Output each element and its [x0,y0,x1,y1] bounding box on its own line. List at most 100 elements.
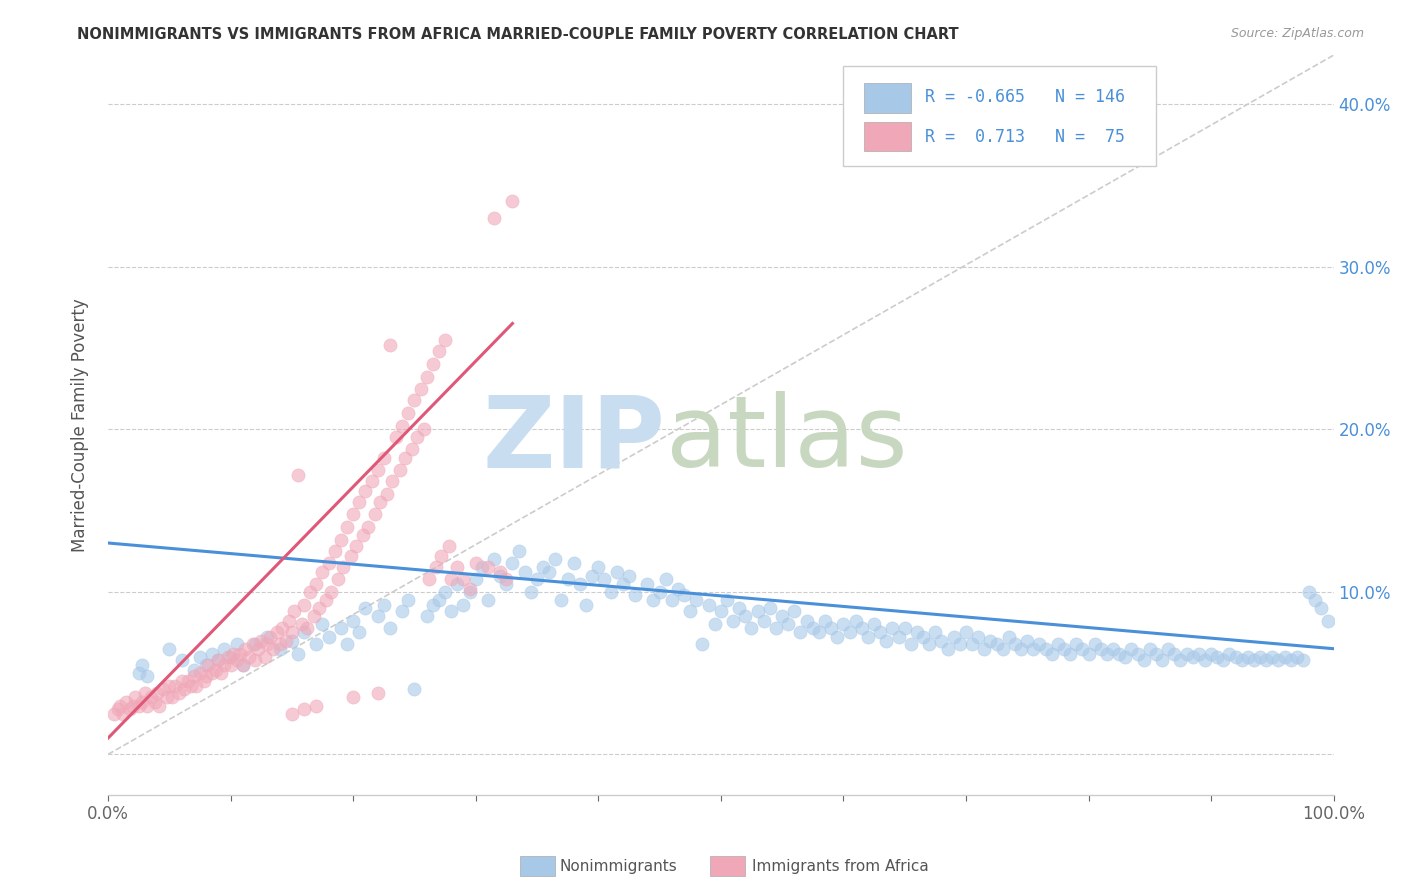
Point [349,625,371,640]
Point [495,572,517,586]
Point [1218,647,1240,661]
Point [464,556,486,570]
Point [217,649,239,664]
Point [188,649,211,664]
Point [146,685,169,699]
Point [434,333,457,347]
Point [250,633,273,648]
Point [1249,649,1271,664]
Point [568,576,591,591]
Point [1053,641,1076,656]
Point [697,598,720,612]
Point [197,657,219,672]
Point [654,572,676,586]
Point [165,679,187,693]
Point [329,621,352,635]
Point [173,682,195,697]
Point [1310,601,1333,615]
Point [405,430,427,444]
Point [747,604,769,618]
Point [111,706,134,721]
Point [401,442,423,456]
Point [661,593,683,607]
Point [716,593,738,607]
Point [243,637,266,651]
Point [415,609,437,624]
Point [404,682,426,697]
Point [617,568,640,582]
Point [329,533,352,547]
Point [336,637,359,651]
Point [1084,637,1107,651]
Point [458,582,481,596]
Point [458,584,481,599]
Point [1199,647,1222,661]
Point [394,451,416,466]
Point [193,674,215,689]
Point [323,544,346,558]
Point [434,584,457,599]
Point [388,463,411,477]
Point [931,633,953,648]
Point [1064,637,1087,651]
Point [344,539,367,553]
Point [262,641,284,656]
Point [160,690,183,705]
Point [281,625,304,640]
Point [283,604,305,618]
Point [201,647,224,661]
Point [209,666,232,681]
Point [531,560,554,574]
Point [562,556,585,570]
Point [157,679,180,693]
Point [225,637,247,651]
Point [1017,633,1039,648]
Point [526,572,548,586]
Point [453,598,475,612]
Point [259,630,281,644]
Point [367,609,389,624]
Point [156,690,179,705]
Point [238,649,260,664]
Point [825,630,848,644]
Point [214,657,236,672]
Point [593,572,616,586]
Point [354,483,377,498]
Point [311,617,333,632]
Point [1170,653,1192,667]
Point [692,637,714,651]
Point [1035,641,1057,656]
Point [960,637,983,651]
Point [703,617,725,632]
Point [875,633,897,648]
Point [342,614,364,628]
Point [342,690,364,705]
Point [918,637,941,651]
Point [673,588,696,602]
Point [513,566,536,580]
Point [1028,637,1050,651]
Point [381,474,404,488]
Point [183,669,205,683]
Point [477,560,499,574]
Point [967,630,990,644]
Point [446,560,468,574]
Point [1108,647,1130,661]
Point [422,598,444,612]
Point [232,657,254,672]
Point [955,625,977,640]
Point [501,194,523,209]
Point [471,560,494,574]
Point [170,653,193,667]
Point [581,568,603,582]
Text: Nonimmigrants: Nonimmigrants [560,859,678,873]
Text: ZIP: ZIP [482,392,665,489]
Point [354,601,377,615]
Point [770,609,793,624]
Point [636,576,658,591]
Point [295,621,318,635]
Point [349,495,371,509]
Point [648,584,671,599]
Point [305,698,328,713]
Point [256,630,278,644]
